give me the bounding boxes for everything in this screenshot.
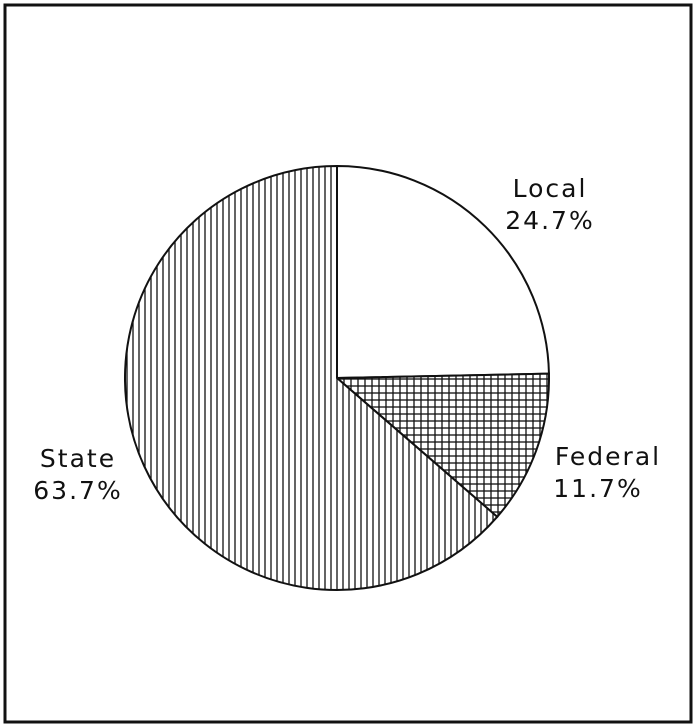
pie-slice [334,372,550,519]
frame [3,3,693,724]
slice-label: Local [513,174,588,203]
slice-value-label: 63.7% [33,476,122,505]
slice-value-label: 11.7% [553,474,642,503]
slice-label: Federal [555,442,661,471]
pie-slice [336,164,550,380]
pie-slice [124,164,499,591]
slice-label: State [40,444,116,473]
slice-value-label: 24.7% [505,206,594,235]
